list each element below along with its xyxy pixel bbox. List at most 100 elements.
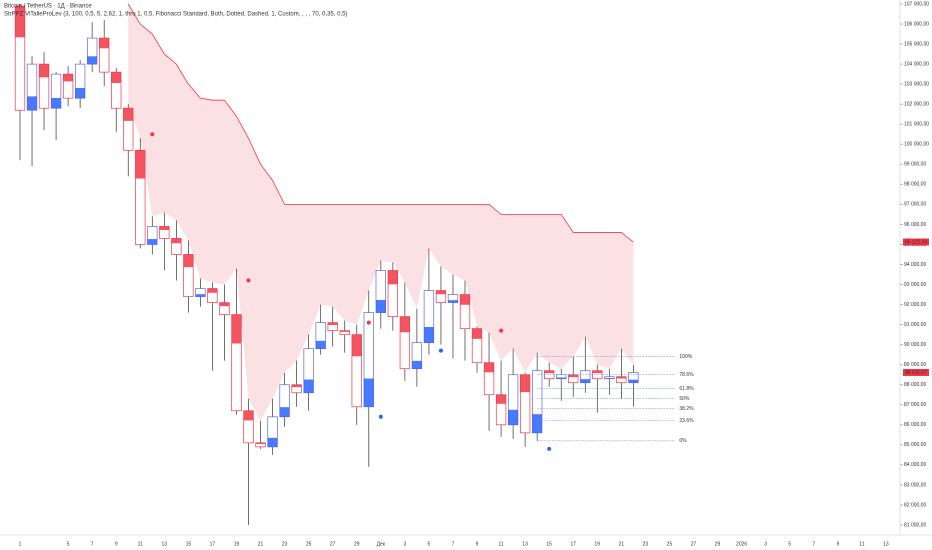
x-tick-label: 2026 [736, 541, 747, 547]
candle-fill [63, 74, 73, 82]
candle-fill [388, 270, 398, 285]
candle-fill [520, 374, 530, 393]
y-tick-label: 90 000,00 [904, 342, 926, 348]
candle-fill [51, 97, 61, 109]
x-tick-label: 9 [836, 541, 839, 547]
x-tick-label: 21 [619, 541, 625, 547]
x-tick-label: 29 [354, 541, 360, 547]
y-tick-label: 100 000,00 [904, 142, 929, 148]
x-tick-label: 9 [115, 541, 118, 547]
candle-fill [532, 414, 542, 433]
candle-fill [436, 290, 446, 295]
y-tick-label: 92 000,00 [904, 302, 926, 308]
candle-fill [460, 294, 470, 305]
candle-fill [327, 322, 338, 326]
price-label: 95 122,23 [905, 239, 927, 245]
fib-label: 0% [679, 438, 687, 444]
candle-fill [207, 288, 218, 293]
x-tick-label: 9 [476, 541, 479, 547]
y-tick-label: 107 000,00 [904, 1, 929, 7]
indicator-legend: StrPPZ ViTalleProLev (3, 100, 0,5, 5, 2,… [4, 12, 347, 18]
y-tick-label: 91 000,00 [904, 322, 926, 328]
x-tick-label: 7 [812, 541, 815, 547]
x-tick-label: 23 [282, 541, 288, 547]
x-tick-label: 17 [570, 541, 576, 547]
candle-fill [484, 362, 494, 373]
candle-fill [424, 327, 434, 343]
y-tick-label: 89 000,00 [904, 362, 926, 368]
candle-fill [472, 328, 482, 339]
candle-fill [303, 379, 314, 393]
fib-label: 61.8% [679, 386, 694, 392]
fib-label: 38.2% [679, 406, 694, 412]
candle-fill [39, 64, 49, 78]
x-tick-label: 21 [258, 541, 264, 547]
candle-fill [267, 437, 278, 447]
signal-dot [150, 132, 155, 137]
candle-fill [315, 340, 326, 349]
y-tick-label: 86 000,00 [904, 422, 926, 428]
signal-dot [246, 278, 251, 283]
candle-body [303, 348, 314, 394]
candle-fill [592, 370, 603, 374]
candle-fill [628, 379, 639, 383]
candle-fill [123, 108, 134, 121]
candle-fill [75, 87, 85, 99]
y-tick-label: 97 000,00 [904, 202, 926, 208]
y-tick-label: 99 000,00 [904, 162, 926, 168]
y-tick-label: 105 000,00 [904, 41, 929, 47]
x-tick-label: 13 [883, 541, 889, 547]
x-tick-label: 3 [403, 541, 406, 547]
signal-dot [499, 328, 504, 333]
chart-title: Bitcoin / TetherUS · 1Д · Binance [4, 4, 92, 10]
y-tick-label: 98 000,00 [904, 182, 926, 188]
candle-fill [195, 294, 206, 297]
candle-fill [544, 370, 554, 374]
x-tick-label: 27 [330, 541, 336, 547]
candle-fill [508, 409, 518, 425]
candle-fill [135, 150, 146, 179]
x-tick-label: 15 [546, 541, 552, 547]
y-tick-label: 83 000,00 [904, 482, 926, 488]
candle-body [423, 290, 435, 344]
x-tick-label: 5 [788, 541, 791, 547]
y-tick-label: 104 000,00 [904, 61, 929, 67]
y-tick-label: 96 000,00 [904, 222, 926, 228]
trail-line [127, 3, 634, 243]
candle-fill [255, 442, 266, 445]
x-tick-label: 13 [162, 541, 168, 547]
candle-fill [111, 72, 122, 83]
candle-fill [171, 238, 182, 244]
candle-body [411, 342, 423, 370]
x-tick-label: 23 [643, 541, 649, 547]
candle-fill [27, 96, 37, 111]
candle-fill [231, 314, 242, 344]
candle-fill [412, 360, 422, 369]
fib-label: 23.6% [679, 418, 694, 424]
candle-fill [291, 384, 302, 388]
signal-dot [378, 414, 383, 419]
candle-fill [496, 394, 506, 404]
y-tick-label: 101 000,00 [904, 122, 929, 128]
x-tick-label: Дек [377, 541, 386, 547]
y-tick-label: 85 000,00 [904, 442, 926, 448]
x-tick-label: 17 [210, 541, 216, 547]
candle-fill [400, 316, 410, 333]
y-tick-label: 93 000,00 [904, 282, 926, 288]
candle-fill [568, 374, 579, 378]
candle-fill [339, 330, 350, 332]
candle-fill [279, 407, 290, 417]
candle-fill [159, 226, 170, 231]
plot-area: 81 000,00 82 000,00 83 000,00 84 000,00 85 0… [14, 1, 929, 547]
price-label-bg [903, 238, 929, 246]
y-tick-label: 82 000,00 [904, 502, 926, 508]
x-tick-label: 11 [498, 541, 503, 547]
y-tick-label: 102 000,00 [904, 102, 929, 108]
x-tick-label: 11 [859, 541, 864, 547]
y-tick-label: 106 000,00 [904, 21, 929, 27]
candle-fill [580, 379, 591, 383]
candle-fill [15, 6, 25, 38]
price-label: 88 611,07 [905, 370, 927, 376]
candle-fill [243, 410, 254, 421]
